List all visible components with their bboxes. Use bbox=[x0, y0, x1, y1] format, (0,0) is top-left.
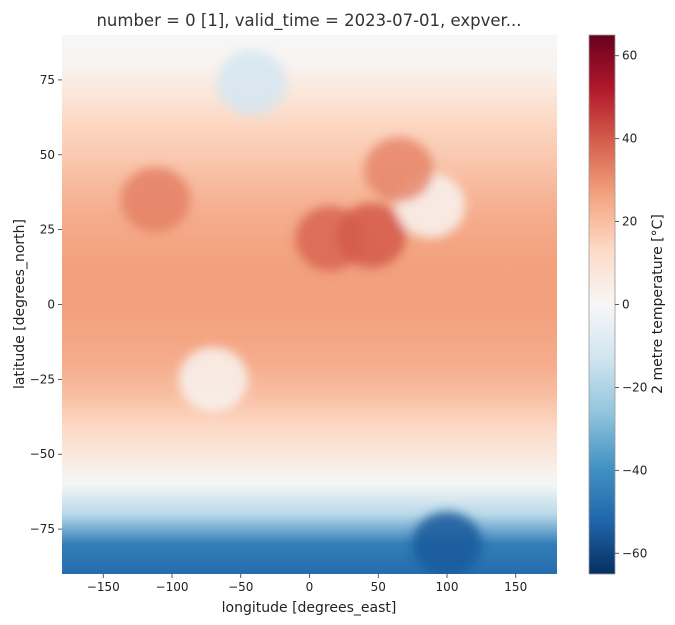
land-regions-layer bbox=[120, 50, 482, 574]
colorbar-gradient bbox=[588, 34, 616, 575]
colorbar-ticks: 60 40 20 0 −20 −40 −60 bbox=[615, 49, 647, 560]
plot-area bbox=[62, 35, 557, 574]
x-tick-label: −100 bbox=[156, 580, 189, 594]
chart-title: number = 0 [1], valid_time = 2023-07-01,… bbox=[96, 11, 521, 31]
colorbar-tick-label: 0 bbox=[622, 298, 630, 312]
colorbar-tick-label: −60 bbox=[622, 546, 647, 560]
land-region-central-asia bbox=[364, 137, 434, 203]
y-tick-label: 25 bbox=[40, 223, 55, 237]
x-tick-label: 100 bbox=[436, 580, 459, 594]
colorbar-label: 2 metre temperature [°C] bbox=[650, 214, 666, 394]
colorbar-tick-label: 40 bbox=[622, 132, 637, 146]
land-region-andes bbox=[178, 347, 248, 412]
x-axis-ticks: −150 −100 −50 0 50 100 150 bbox=[87, 574, 527, 594]
y-tick-label: 75 bbox=[40, 73, 55, 87]
x-tick-label: −50 bbox=[228, 580, 253, 594]
x-tick-label: 50 bbox=[371, 580, 386, 594]
colorbar-tick-label: −20 bbox=[622, 380, 647, 394]
colorbar-tick-label: 60 bbox=[622, 49, 637, 63]
land-region-arabian-peninsula bbox=[336, 203, 407, 268]
land-region-western-north-america bbox=[120, 167, 191, 232]
colorbar-tick-label: 20 bbox=[622, 215, 637, 229]
y-tick-label: −50 bbox=[30, 447, 55, 461]
y-axis-label: latitude [degrees_north] bbox=[12, 219, 28, 389]
y-tick-label: 50 bbox=[40, 148, 55, 162]
land-region-antarctica bbox=[412, 511, 482, 574]
y-axis-ticks: 75 50 25 0 −25 −50 −75 bbox=[30, 73, 62, 536]
x-tick-label: 0 bbox=[306, 580, 314, 594]
y-tick-label: 0 bbox=[47, 298, 55, 312]
x-tick-label: −150 bbox=[87, 580, 120, 594]
y-tick-label: −75 bbox=[30, 522, 55, 536]
heatmap-background bbox=[62, 35, 557, 574]
y-tick-label: −25 bbox=[30, 372, 55, 386]
land-region-greenland bbox=[217, 50, 287, 116]
colorbar-tick-label: −40 bbox=[622, 463, 647, 477]
colorbar: 60 40 20 0 −20 −40 −60 2 metre temperature [°C… bbox=[588, 34, 666, 575]
x-tick-label: 150 bbox=[504, 580, 527, 594]
x-axis-label: longitude [degrees_east] bbox=[222, 600, 397, 616]
